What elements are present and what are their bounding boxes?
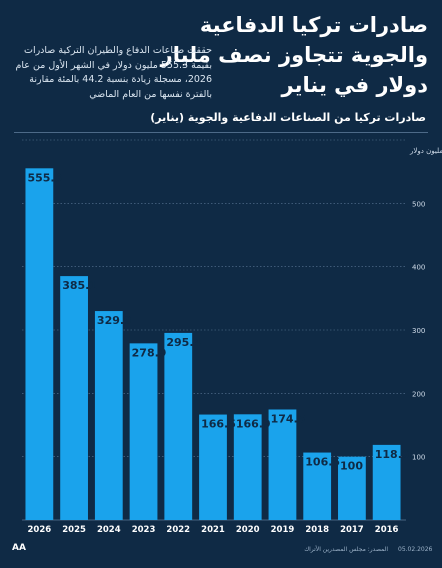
- data-label: 278.9: [132, 346, 167, 359]
- data-label: 385.1: [62, 279, 97, 292]
- data-label: 295.4: [166, 336, 201, 349]
- bar-2019: [268, 409, 297, 520]
- page-title: صادرات تركيا الدفاعية والجوية تتجاوز نصف…: [160, 13, 428, 97]
- y-tick-label: 100: [412, 454, 425, 462]
- bar-2022: [164, 332, 193, 520]
- bar-2025: [60, 276, 88, 520]
- bar-2016: [372, 444, 401, 520]
- bar-2021: [199, 414, 227, 520]
- bar-2017: [338, 456, 366, 520]
- bar-2026: [25, 168, 54, 520]
- header-divider: [14, 132, 428, 133]
- x-tick-label: 2016: [375, 525, 399, 535]
- data-label: 174.5: [271, 412, 306, 425]
- bar-2024: [94, 311, 123, 520]
- y-tick-label: 500: [412, 200, 425, 208]
- date-text: 05.02.2026: [398, 546, 433, 553]
- x-tick-label: 2017: [340, 525, 364, 535]
- bars: [25, 168, 401, 520]
- data-label: 100: [340, 460, 363, 473]
- x-tick-label: 2021: [201, 525, 225, 535]
- bar-2020: [233, 414, 262, 520]
- labels: 555.3 2026 385.1 2025 329.9 2024 278.9 2023 295.…: [27, 171, 409, 535]
- agency-logo: AA: [12, 543, 26, 553]
- x-tick-label: 2020: [236, 525, 260, 535]
- logo-text: AA: [12, 543, 26, 553]
- data-label: 118.6: [375, 448, 410, 461]
- chart-title: صادرات تركيا من الصناعات الدفاعية والجوي…: [150, 111, 426, 124]
- data-label: 166.9: [236, 417, 271, 430]
- source-text: المصدر: مجلس المصدرين الأتراك: [304, 546, 388, 553]
- bar-2023: [129, 343, 158, 520]
- x-tick-label: 2023: [132, 525, 156, 535]
- y-tick-label: 400: [412, 264, 425, 272]
- y-tick-label: 200: [412, 390, 425, 398]
- description-text: حققت صناعات الدفاع والطيران التركية صادر…: [15, 45, 212, 100]
- x-tick-label: 2019: [271, 525, 295, 535]
- y-tick-label: 300: [412, 327, 425, 335]
- x-tick-label: 2026: [28, 525, 52, 535]
- data-label: 329.9: [97, 314, 132, 327]
- data-label: 555.3: [27, 171, 62, 184]
- y-axis-unit-label: مليون دولار: [409, 147, 442, 155]
- data-label: 166.5: [201, 418, 236, 431]
- x-tick-label: 2025: [62, 525, 86, 535]
- x-tick-label: 2024: [97, 525, 121, 535]
- x-tick-label: 2022: [166, 525, 190, 535]
- x-tick-label: 2018: [305, 525, 329, 535]
- bar-2018: [303, 452, 332, 520]
- data-label: 106.5: [305, 456, 340, 469]
